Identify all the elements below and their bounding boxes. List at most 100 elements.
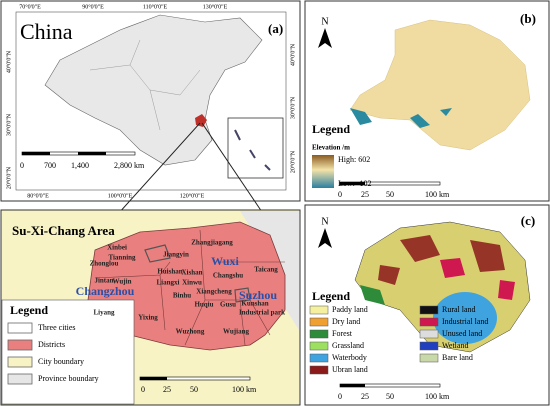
lat-tick: 40°0'0"N [289,43,296,66]
elevation-map [349,19,531,151]
scale-label: 100 km [425,392,450,401]
legend-swatch [309,329,329,339]
scale-bar-segment [140,377,167,380]
panel-title: Su-Xi-Chang Area [12,223,115,238]
panel-label: (b) [520,11,536,26]
lon-tick: 70°0'0"E [19,3,41,10]
legend-label: Districts [38,340,65,349]
inset [227,117,284,179]
scale-label: 100 km [425,190,450,199]
legend-label: Ubran land [332,365,368,374]
lon-tick: 120°0'0"E [180,192,205,199]
district-label: Huqiu [194,301,213,309]
district-label: Zhonglou [90,260,119,268]
study-area [195,114,207,127]
district-label: Xishan [181,269,202,277]
legend-subtitle: Elevation /m [312,144,350,152]
lon-tick: 110°0'0"E [143,3,168,10]
legend-label: Dry land [332,317,360,326]
low-areas [350,108,452,128]
legend-swatch [419,353,439,363]
lon-tick: 130°0'0"E [203,3,228,10]
scale-label: 25 [163,385,171,394]
district-label: Taicang [254,266,278,274]
legend-title: Legend [312,122,350,136]
district-label: Xinwu [182,279,202,287]
district-label: Xiangcheng [196,288,232,296]
legend-swatch [309,305,329,315]
scale-label: 50 [386,392,394,401]
legend-label: Waterbody [332,353,367,362]
legend-swatch [309,317,329,327]
legend-swatch [309,353,329,363]
lat-tick: 30°0'0"N [5,113,12,136]
legend-label: Grassland [332,341,364,350]
generated: 70°0'0"E 90°0'0"E 110°0'0"E 130°0'0"E 80°0'0… [5,3,488,400]
panel-label: (a) [268,21,283,36]
legend-high: High: 602 [338,155,370,164]
panel-b: N (b) Legend Elevation /m High: 602 Low:… [304,0,550,202]
panel-a: China (a) [0,0,301,215]
forest-patch [360,285,385,305]
lon-tick: 100°0'0"E [108,192,133,199]
legend-label: Three cities [38,323,76,332]
district-label: Wujiang [223,328,249,336]
legend-label: Paddy land [332,305,368,314]
legend-swatch [7,373,33,385]
district-label: Xinbei [107,244,127,252]
lat-tick: 20°0'0"N [5,166,12,189]
leader-line [201,122,263,213]
scale-bar-segment [340,384,365,387]
north-label: N [321,216,328,227]
legend-label: Industrial land [442,317,488,326]
panel-label: (c) [521,213,535,228]
district-label: Yixing [138,314,158,322]
legend-box [1,299,135,405]
district-label: Binhu [173,292,191,300]
scale-label: 0 [141,385,145,394]
legend-label: Rural land [442,305,476,314]
panel-c: N (c) Legend [304,204,550,406]
urban-patches [378,235,505,285]
city-label: Wuxi [211,254,239,268]
lon-tick: 80°0'0"E [27,192,49,199]
legend-label: Unused land [442,329,482,338]
legend-swatch [419,305,439,315]
panel-d: Su-Xi-Chang Area Legend [0,209,301,406]
scale-label: 0 [338,190,342,199]
legend-label: City boundary [38,357,84,366]
district-label: Jintan [94,277,113,285]
legend-low: Low: -102 [338,179,372,188]
city-label: Changzhou [76,284,135,298]
scale-label: 50 [386,190,394,199]
district-label: Jiangyin [163,251,189,259]
district-label: Industrial park [239,309,285,317]
legend-swatch [419,317,439,327]
scale-bar-segment [22,152,50,155]
district-label: Wujin [113,278,132,286]
scale-label: 25 [361,392,369,401]
north-arrow [318,228,332,248]
lake [433,292,497,344]
district-label: Gusu [220,301,236,309]
legend-label: Province boundary [38,374,99,383]
scale-label: 50 [190,385,198,394]
lon-tick: 90°0'0"E [82,3,104,10]
legend-swatch [419,329,439,339]
legend-swatch [7,339,33,351]
legend-swatch [7,356,33,368]
scale-bar-segment [78,152,106,155]
legend-swatch [419,341,439,351]
legend-title: Legend [312,289,350,303]
scale-bar-segment [340,182,365,185]
north-arrow [318,28,332,48]
city-boundary [144,244,251,303]
legend-label: Bare land [442,353,473,362]
legend-title: Legend [10,303,48,317]
north-label: N [321,16,328,27]
district-label: Huishan [157,268,182,276]
elevation-ramp [312,155,334,188]
map-title: China [20,19,73,44]
legend-label: Forest [332,329,353,338]
